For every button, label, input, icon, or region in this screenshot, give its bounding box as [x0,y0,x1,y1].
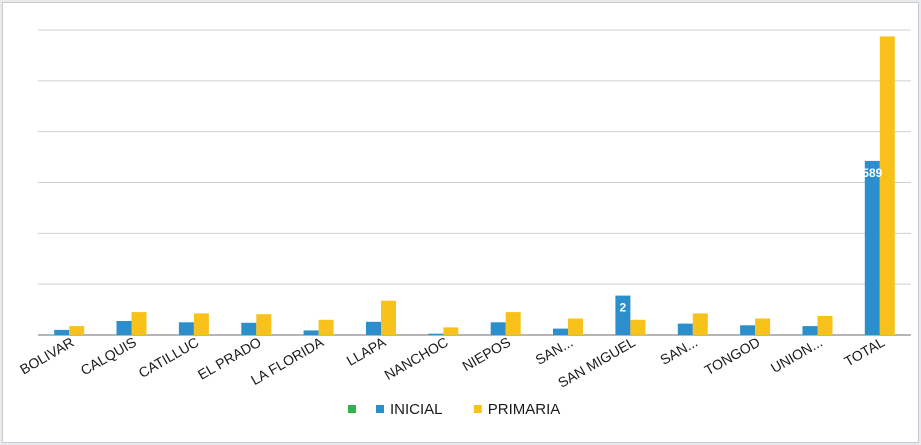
bar-inicial [428,333,444,335]
data-label: 2 [620,301,627,315]
bar-inicial [677,323,693,335]
bar-primaria [817,315,833,335]
x-tick-label: NIEPOS [459,334,513,374]
x-tick-label: UNION... [768,334,825,376]
legend-swatch [348,405,356,413]
bar-inicial [116,321,132,335]
x-tick-label: CALQUIS [78,334,139,379]
x-tick-label: TOTAL [841,334,887,370]
bars [54,36,895,336]
bar-primaria [381,300,396,335]
bar-inicial [615,295,631,335]
bar-primaria [193,313,209,335]
x-tick-label: TONGOD [702,334,763,378]
data-label: 589 [862,166,882,180]
legend-swatch [376,405,384,413]
bar-inicial [54,329,70,335]
bar-primaria [318,319,334,336]
bar-primaria [505,312,521,335]
x-tick-label: CATILLUC [136,334,202,381]
gridlines [38,29,911,336]
bar-inicial [553,328,568,335]
legend-label: INICIAL [390,401,443,418]
bar-primaria [69,326,85,335]
x-tick-label: SAN... [532,334,575,368]
data-labels: 2 589 [620,166,883,315]
bar-primaria [443,327,459,335]
legend: INICIAL PRIMARIA [348,401,560,418]
bar-inicial [366,321,381,335]
bar-primaria [692,313,708,335]
bar-primaria [568,318,583,335]
bar-inicial [490,322,506,335]
x-tick-label: NANCHOC [382,334,451,383]
bar-primaria [131,312,147,335]
bar-primaria [256,314,272,335]
legend-label: PRIMARIA [488,401,561,418]
bar-primaria [630,319,646,336]
bar-inicial [864,160,880,335]
x-tick-label: SAN... [657,334,700,368]
bar-inicial [802,326,818,335]
bar-inicial [178,322,194,335]
bar-inicial [241,322,257,335]
bar-primaria [879,36,895,336]
bar-primaria [755,318,771,335]
bar-inicial [740,325,756,335]
legend-swatch [473,405,482,413]
bar-inicial [303,330,319,335]
x-tick-label: LLAPA [344,333,389,368]
x-tick-label: BOLIVAR [17,334,77,378]
